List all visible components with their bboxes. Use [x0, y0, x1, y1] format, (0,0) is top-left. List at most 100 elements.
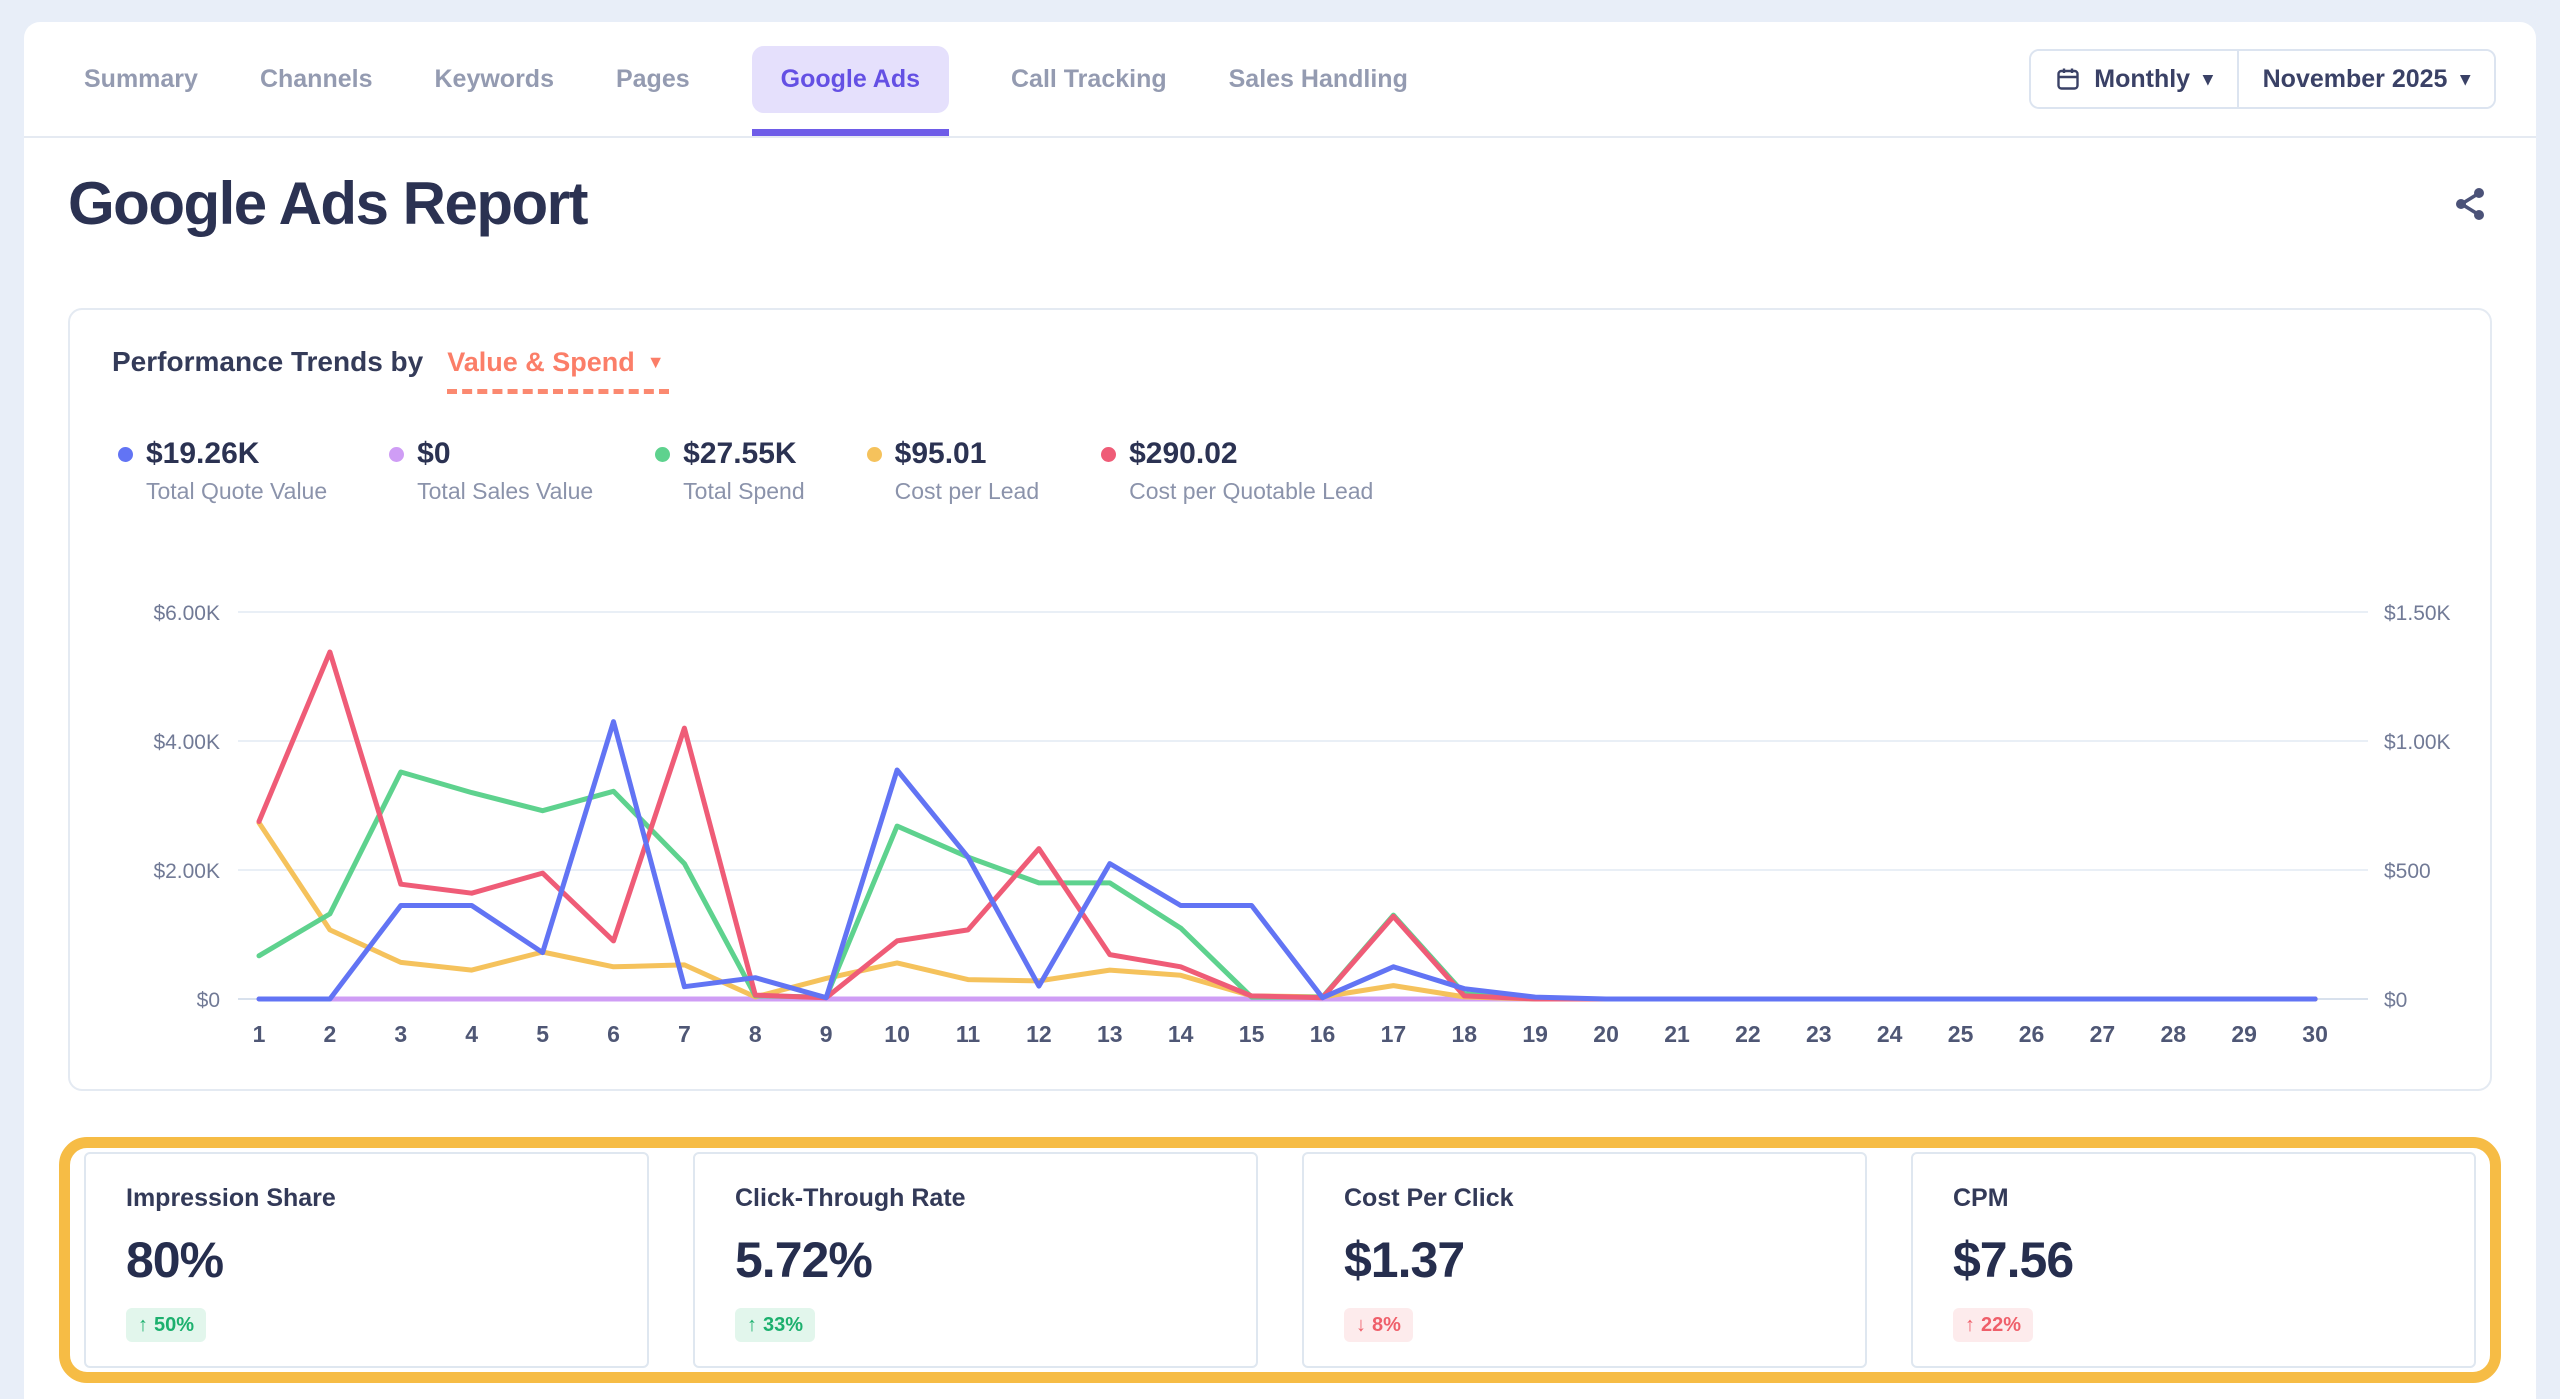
period-dropdown[interactable]: Monthly ▾	[2031, 51, 2237, 107]
tab-keywords[interactable]: Keywords	[434, 64, 554, 93]
legend-text: $0 Total Sales Value	[417, 438, 593, 505]
tab-call-tracking[interactable]: Call Tracking	[1011, 64, 1167, 93]
chevron-down-icon: ▾	[2203, 68, 2213, 90]
title-row: Google Ads Report	[68, 172, 2492, 236]
svg-text:18: 18	[1452, 1021, 1478, 1047]
legend-item[interactable]: $95.01 Cost per Lead	[866, 438, 1039, 505]
share-icon	[2452, 186, 2488, 222]
arrow-up-icon: ↑	[138, 1314, 148, 1336]
svg-text:21: 21	[1664, 1021, 1690, 1047]
svg-text:$6.00K: $6.00K	[153, 602, 220, 625]
legend-label: Total Sales Value	[417, 478, 594, 504]
svg-text:$500: $500	[2384, 860, 2431, 883]
legend-value: $0	[417, 437, 451, 470]
svg-text:$1.00K: $1.00K	[2384, 731, 2451, 754]
legend-value: $95.01	[894, 437, 987, 470]
svg-text:$1.50K: $1.50K	[2384, 602, 2451, 625]
series-dot-icon	[389, 447, 405, 462]
report-content: Google Ads Report Perform	[24, 172, 2536, 1383]
svg-text:$4.00K: $4.00K	[153, 731, 220, 754]
metric-title: Cost Per Click	[1344, 1184, 1514, 1212]
metric-value: 5.72%	[735, 1232, 873, 1288]
svg-text:12: 12	[1026, 1021, 1052, 1047]
metric-title: CPM	[1953, 1184, 2009, 1212]
main-panel: Summary Channels Keywords Pages Google Ads Ca…	[24, 22, 2536, 1399]
calendar-icon	[2055, 66, 2081, 92]
legend-item[interactable]: $0 Total Sales Value	[389, 438, 593, 505]
series-dot-icon	[118, 447, 133, 462]
metric-delta: 50%	[154, 1314, 195, 1336]
legend-value: $19.26K	[146, 437, 260, 470]
svg-text:28: 28	[2161, 1021, 2187, 1047]
svg-text:5: 5	[536, 1021, 549, 1047]
svg-text:10: 10	[884, 1021, 910, 1047]
date-dropdown[interactable]: November 2025 ▾	[2236, 51, 2494, 107]
series-line-cost-per-quotable-lead	[256, 649, 2318, 1002]
series-dot-icon	[1101, 447, 1117, 462]
tab-channels[interactable]: Channels	[259, 64, 373, 93]
svg-text:6: 6	[607, 1021, 620, 1047]
arrow-down-icon: ↓	[1356, 1314, 1366, 1336]
svg-text:24: 24	[1877, 1021, 1903, 1047]
legend-item[interactable]: $290.02 Cost per Quotable Lead	[1101, 438, 1373, 505]
svg-text:15: 15	[1239, 1021, 1265, 1047]
chart-title: Performance Trends by	[112, 346, 424, 377]
metric-delta: 22%	[1981, 1314, 2022, 1336]
metric-card-impression-share: Impression Share 80% ↑ 50%	[84, 1152, 649, 1368]
legend-label: Cost per Quotable Lead	[1129, 478, 1374, 504]
svg-text:9: 9	[820, 1021, 833, 1047]
metric-delta-badge: ↑ 50%	[126, 1308, 207, 1342]
share-button[interactable]	[2448, 182, 2492, 226]
tab-sales-handling[interactable]: Sales Handling	[1228, 64, 1408, 93]
svg-text:20: 20	[1593, 1021, 1619, 1047]
metric-value: $1.37	[1344, 1232, 1465, 1288]
svg-text:$2.00K: $2.00K	[153, 860, 220, 883]
metric-value: $7.56	[1953, 1232, 2074, 1288]
series-dot-icon	[655, 447, 671, 462]
legend-item[interactable]: $19.26K Total Quote Value	[118, 438, 327, 505]
svg-text:7: 7	[678, 1021, 691, 1047]
metric-selector-dropdown[interactable]: Value & Spend ▼	[447, 347, 669, 394]
period-label: Monthly	[2094, 64, 2191, 93]
svg-text:29: 29	[2231, 1021, 2257, 1047]
svg-text:11: 11	[956, 1021, 981, 1047]
legend-text: $27.55K Total Spend	[683, 438, 804, 505]
tab-bar: Summary Channels Keywords Pages Google Ads Ca…	[24, 22, 2536, 138]
metric-card-cpm: CPM $7.56 ↑ 22%	[1911, 1152, 2476, 1368]
report-tabs: Summary Channels Keywords Pages Google Ads Ca…	[84, 45, 2029, 136]
arrow-up-icon: ↑	[1965, 1314, 1975, 1336]
metric-delta-badge: ↑ 33%	[735, 1308, 816, 1342]
chevron-down-icon: ▼	[646, 352, 665, 372]
legend-label: Total Spend	[683, 478, 805, 504]
metric-card-cost-per-click: Cost Per Click $1.37 ↓ 8%	[1302, 1152, 1867, 1368]
legend-item[interactable]: $27.55K Total Spend	[655, 438, 805, 505]
metric-delta: 33%	[763, 1314, 804, 1336]
metric-delta: 8%	[1372, 1314, 1401, 1336]
svg-text:25: 25	[1948, 1021, 1974, 1047]
svg-text:17: 17	[1381, 1021, 1407, 1047]
metric-delta-badge: ↓ 8%	[1344, 1308, 1413, 1342]
series-dot-icon	[866, 447, 882, 462]
metrics-highlight-border: Impression Share 80% ↑ 50% Click-Through Rat…	[59, 1137, 2501, 1383]
series-line-total-quote-value	[256, 719, 2318, 1002]
legend-label: Cost per Lead	[894, 478, 1040, 504]
svg-text:16: 16	[1310, 1021, 1336, 1047]
svg-text:23: 23	[1806, 1021, 1832, 1047]
chart-header: Performance Trends by Value & Spend ▼	[112, 346, 669, 394]
page-title: Google Ads Report	[68, 170, 588, 237]
tab-pages[interactable]: Pages	[615, 64, 690, 93]
metric-value: 80%	[126, 1232, 224, 1288]
svg-text:3: 3	[394, 1021, 407, 1047]
legend-value: $290.02	[1129, 437, 1238, 470]
metric-title: Impression Share	[126, 1184, 336, 1212]
metric-selector-value: Value & Spend	[447, 347, 635, 377]
svg-text:13: 13	[1097, 1021, 1123, 1047]
tab-summary[interactable]: Summary	[84, 64, 198, 93]
legend-text: $95.01 Cost per Lead	[895, 438, 1039, 505]
svg-text:2: 2	[324, 1021, 337, 1047]
svg-text:$0: $0	[197, 989, 220, 1012]
svg-text:1: 1	[253, 1021, 266, 1047]
performance-trends-card: Performance Trends by Value & Spend ▼ $1…	[68, 308, 2492, 1091]
tab-google-ads[interactable]: Google Ads	[751, 45, 950, 136]
